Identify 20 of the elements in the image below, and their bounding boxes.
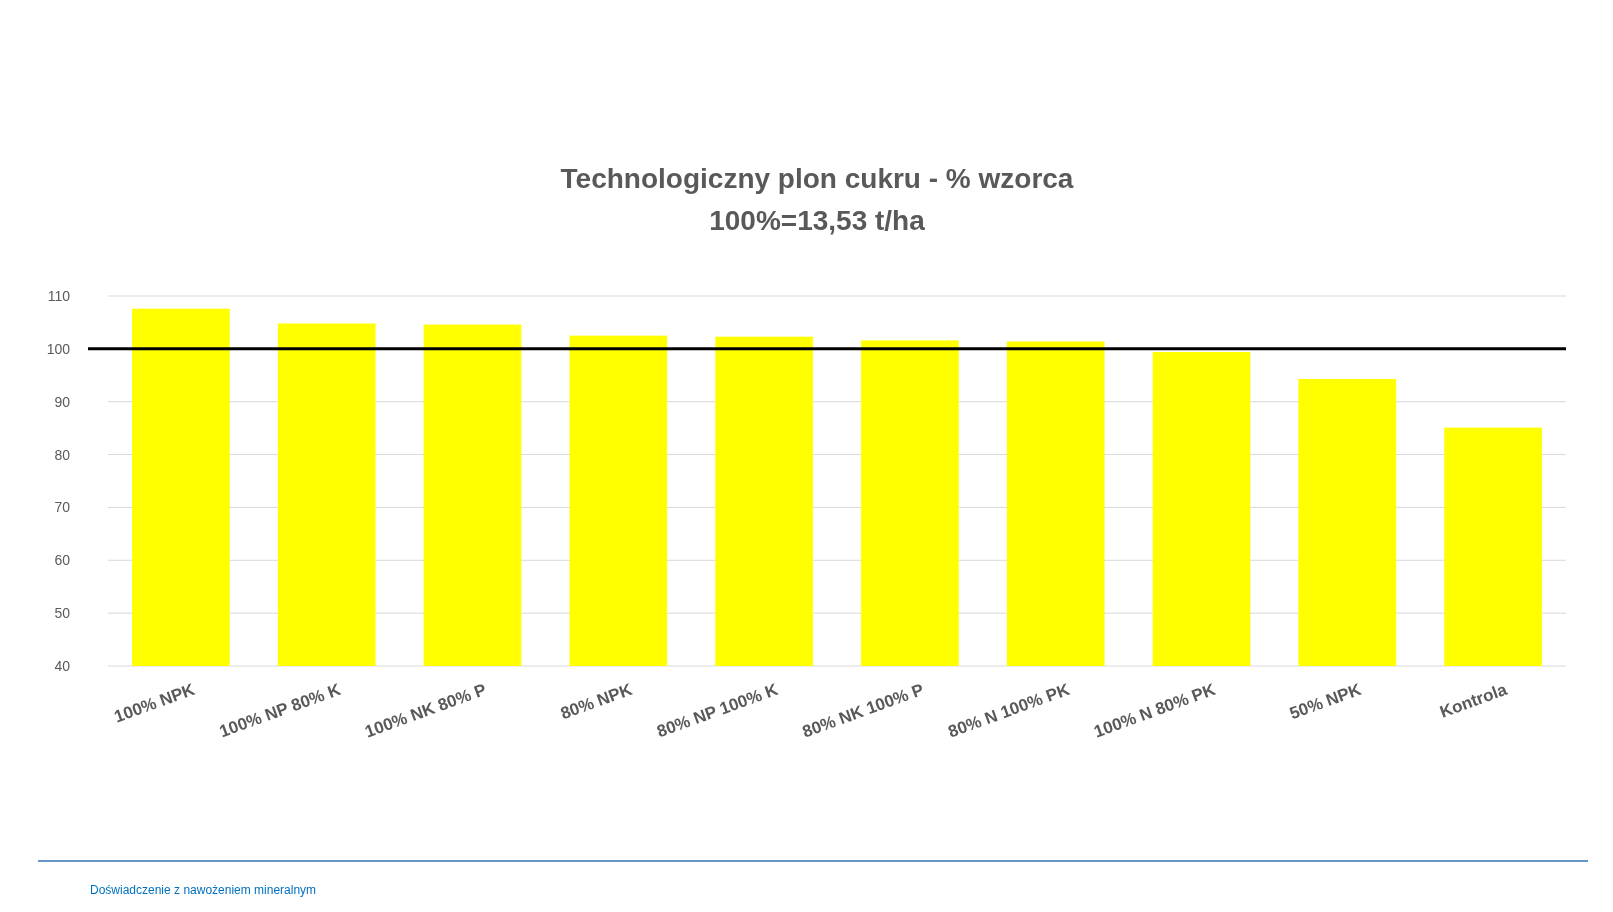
chart-subtitle: 100%=13,53 t/ha xyxy=(709,205,926,236)
y-tick-label: 100 xyxy=(46,340,71,357)
y-tick-label: 40 xyxy=(54,658,71,674)
x-tick-label: 80% NK 100% P xyxy=(799,679,927,742)
y-tick-label: 90 xyxy=(54,393,71,410)
y-tick-label: 70 xyxy=(54,499,71,516)
y-tick-label: 50 xyxy=(54,605,71,622)
y-tick-label: 60 xyxy=(54,552,71,569)
x-tick-label: 100% NK 80% P xyxy=(362,679,489,742)
x-tick-label: 100% NPK xyxy=(111,679,198,727)
x-tick-label: 80% N 100% PK xyxy=(945,679,1073,742)
chart-title: Technologiczny plon cukru - % wzorca xyxy=(560,163,1074,194)
x-tick-label: 80% NP 100% K xyxy=(654,679,782,742)
x-tick-label: 80% NPK xyxy=(558,679,636,724)
x-tick-label: 100% N 80% PK xyxy=(1091,679,1219,742)
y-tick-label: 110 xyxy=(47,288,71,304)
text: Doświadczenie z nawożeniem mineralnym xyxy=(90,883,317,897)
x-tick-label: 100% NP 80% K xyxy=(216,679,344,742)
x-tick-label: 50% NPK xyxy=(1287,679,1365,724)
y-tick-label: 80 xyxy=(54,446,71,463)
